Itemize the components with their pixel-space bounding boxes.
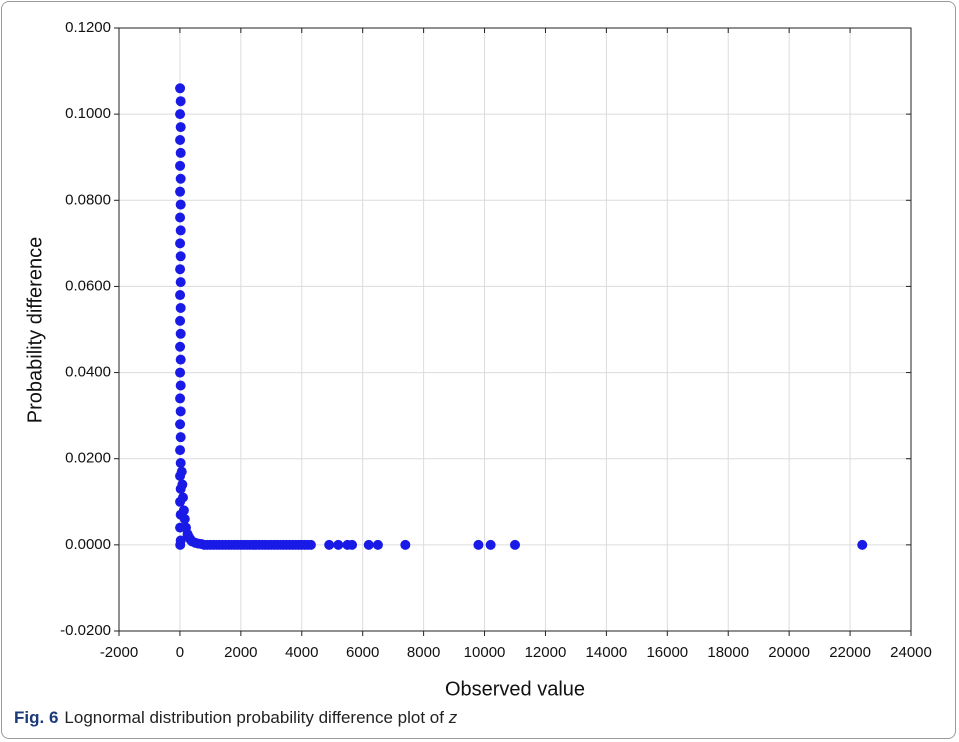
y-tick-label: 0.0200 (65, 450, 111, 467)
point (177, 479, 188, 490)
point (333, 539, 344, 550)
point (176, 466, 187, 477)
point (400, 539, 411, 550)
point (324, 539, 335, 550)
point (175, 406, 186, 417)
point (175, 173, 186, 184)
point (175, 83, 186, 94)
point (175, 341, 186, 352)
point (175, 122, 186, 133)
point (347, 539, 358, 550)
point (177, 492, 188, 503)
y-tick-label: 0.1000 (65, 105, 111, 122)
point (175, 251, 186, 262)
y-tick-label: 0.0000 (65, 536, 111, 553)
y-tick-label: 0.0800 (65, 191, 111, 208)
caption-label: Fig. 6 (14, 708, 59, 727)
x-tick-label: 8000 (407, 644, 440, 661)
point (175, 367, 186, 378)
point (857, 539, 868, 550)
x-tick-label: 0 (176, 644, 184, 661)
x-tick-label: 22000 (829, 644, 871, 661)
point (175, 445, 186, 456)
point (175, 290, 186, 301)
x-tick-label: 20000 (768, 644, 810, 661)
point (372, 539, 383, 550)
point (175, 315, 186, 326)
x-tick-label: 14000 (586, 644, 628, 661)
point (363, 539, 374, 550)
caption-text: Lognormal distribution probability diffe… (64, 708, 444, 727)
point (485, 539, 496, 550)
point (175, 328, 186, 339)
y-tick-label: 0.1200 (65, 19, 111, 36)
x-tick-label: 18000 (707, 644, 749, 661)
point (178, 505, 189, 516)
point (175, 419, 186, 430)
y-tick-label: 0.0400 (65, 364, 111, 381)
y-tick-label: 0.0600 (65, 277, 111, 294)
point (175, 96, 186, 107)
point (175, 147, 186, 158)
caption-variable: z (448, 708, 458, 727)
point (175, 134, 186, 145)
point (175, 432, 186, 443)
figure-caption: Fig. 6 Lognormal distribution probability… (14, 708, 457, 728)
point (175, 225, 186, 236)
x-tick-label: 2000 (224, 644, 257, 661)
y-tick-label: -0.0200 (60, 622, 111, 639)
x-tick-label: 4000 (285, 644, 318, 661)
point (305, 539, 316, 550)
point (179, 514, 190, 525)
point (175, 109, 186, 120)
point (510, 539, 520, 550)
point (175, 380, 186, 391)
x-tick-label: 10000 (464, 644, 506, 661)
point (175, 186, 186, 197)
point (175, 238, 186, 249)
point (175, 393, 186, 404)
point (175, 458, 186, 469)
x-tick-label: 6000 (346, 644, 379, 661)
point (175, 302, 186, 313)
x-tick-label: 12000 (525, 644, 567, 661)
x-tick-label: -2000 (100, 644, 138, 661)
plot-frame (118, 27, 912, 632)
point (175, 277, 186, 288)
x-tick-label: 16000 (646, 644, 688, 661)
point (175, 354, 186, 365)
point (175, 539, 186, 550)
point (175, 264, 186, 275)
point (175, 212, 186, 223)
x-axis-label: Observed value (445, 678, 585, 700)
point (473, 539, 484, 550)
x-tick-label: 24000 (890, 644, 932, 661)
point (175, 199, 186, 210)
point (175, 160, 186, 171)
y-axis-label: Probability difference (24, 237, 46, 423)
